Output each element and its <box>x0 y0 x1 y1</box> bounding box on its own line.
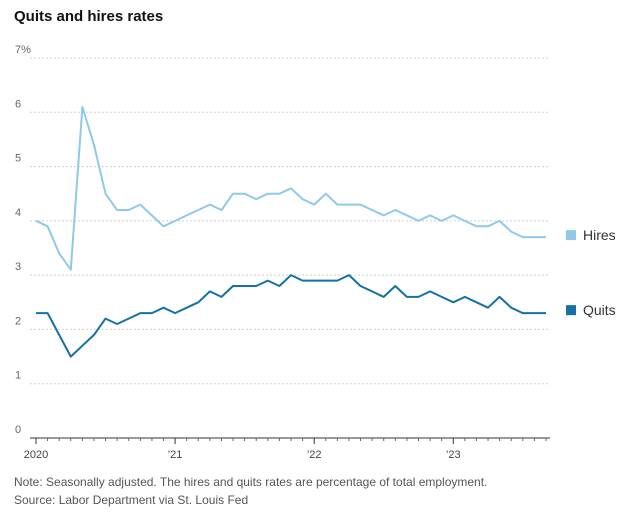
footer-source: Source: Labor Department via St. Louis F… <box>14 493 249 507</box>
grid-layer <box>30 57 550 439</box>
legend-swatch-quits <box>566 305 576 316</box>
y-tick-label: 1 <box>15 370 21 382</box>
y-axis-ticks: 0 1 2 3 4 5 6 7% <box>15 44 31 436</box>
legend-swatch-hires <box>566 230 576 241</box>
x-tick-label: ’21 <box>168 449 183 461</box>
y-tick-label: 2 <box>15 315 21 327</box>
legend: Hires Quits <box>566 227 616 318</box>
x-axis-ticks: 2020 ’21 ’22 ’23 <box>24 438 547 461</box>
legend-label-hires: Hires <box>583 227 616 243</box>
y-tick-label: 7% <box>15 44 31 56</box>
chart-title: Quits and hires rates <box>14 8 164 25</box>
legend-label-quits: Quits <box>583 302 616 318</box>
y-tick-label: 5 <box>15 153 21 165</box>
y-tick-label: 4 <box>15 207 21 219</box>
y-tick-label: 6 <box>15 98 21 110</box>
y-tick-label: 0 <box>15 424 21 436</box>
series-line-quits <box>36 274 546 358</box>
series-line-hires <box>35 105 546 271</box>
footer-note: Note: Seasonally adjusted. The hires and… <box>14 475 488 489</box>
x-tick-label: ’23 <box>446 449 461 461</box>
x-tick-label: 2020 <box>24 449 48 461</box>
series-layer <box>35 105 546 358</box>
y-tick-label: 3 <box>15 261 21 273</box>
chart-area: 0 1 2 3 4 5 6 7% 2020 ’21 ’22 ’23 Hires Quits <box>15 44 616 461</box>
x-tick-label: ’22 <box>307 449 322 461</box>
